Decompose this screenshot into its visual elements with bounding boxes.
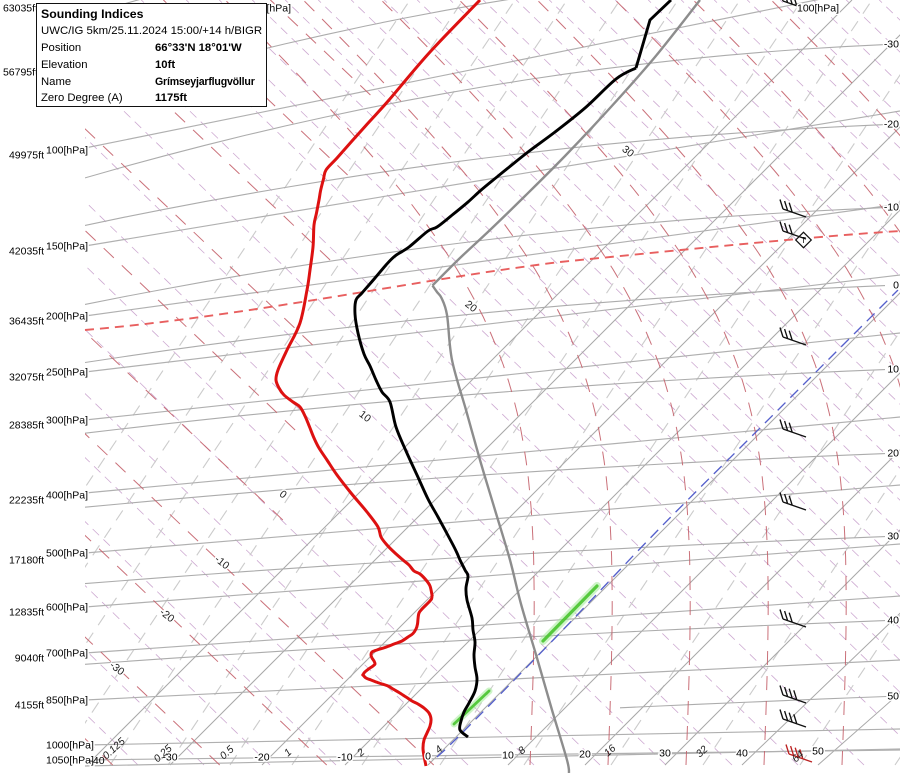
svg-text:20: 20 <box>463 298 480 315</box>
svg-text:1000[hPa]: 1000[hPa] <box>46 740 94 752</box>
svg-text:10: 10 <box>502 750 514 762</box>
svg-text:150[hPa]: 150[hPa] <box>46 241 88 253</box>
svg-text:30: 30 <box>659 748 671 760</box>
svg-text:10: 10 <box>502 750 514 762</box>
svg-text:100[hPa]: 100[hPa] <box>797 3 839 15</box>
svg-text:50: 50 <box>812 746 824 758</box>
svg-text:1: 1 <box>282 747 294 759</box>
svg-text:17180ft: 17180ft <box>9 555 44 567</box>
svg-text:20: 20 <box>887 448 899 460</box>
svg-text:20: 20 <box>579 749 591 761</box>
svg-text:4155ft: 4155ft <box>15 700 44 712</box>
svg-text:300[hPa]: 300[hPa] <box>46 415 88 427</box>
svg-text:40: 40 <box>736 748 748 760</box>
svg-text:36435ft: 36435ft <box>9 316 44 328</box>
svg-text:100[hPa]: 100[hPa] <box>46 145 88 157</box>
svg-text:400[hPa]: 400[hPa] <box>46 490 88 502</box>
svg-text:-10: -10 <box>337 752 352 764</box>
svg-text:-10: -10 <box>884 202 899 214</box>
svg-text:-30: -30 <box>162 752 177 764</box>
svg-text:2: 2 <box>355 747 368 760</box>
svg-text:50: 50 <box>887 691 899 703</box>
svg-text:49975ft: 49975ft <box>9 150 44 162</box>
svg-text:10: 10 <box>887 364 899 376</box>
svg-text:32075ft: 32075ft <box>9 372 44 384</box>
svg-text:-20: -20 <box>254 752 269 764</box>
svg-text:20: 20 <box>579 749 591 761</box>
svg-text:-20: -20 <box>884 119 899 131</box>
svg-text:63035ft: 63035ft <box>3 3 38 15</box>
svg-text:0: 0 <box>425 751 431 763</box>
svg-text:200[hPa]: 200[hPa] <box>46 311 88 323</box>
svg-text:-30: -30 <box>884 39 899 51</box>
svg-text:20: 20 <box>887 448 899 460</box>
svg-text:56795ft: 56795ft <box>3 67 38 79</box>
svg-text:200[hPa]: 200[hPa] <box>46 311 88 323</box>
svg-text:[hPa]: [hPa] <box>267 3 292 15</box>
svg-text:[hPa]: [hPa] <box>267 3 292 15</box>
svg-text:50: 50 <box>887 691 899 703</box>
svg-text:500[hPa]: 500[hPa] <box>46 548 88 560</box>
svg-text:10: 10 <box>357 408 374 425</box>
svg-text:28385ft: 28385ft <box>9 420 44 432</box>
svg-text:10: 10 <box>887 364 899 376</box>
svg-text:-10: -10 <box>337 752 352 764</box>
svg-text:22235ft: 22235ft <box>9 495 44 507</box>
svg-text:30: 30 <box>887 531 899 543</box>
svg-text:-30: -30 <box>884 39 899 51</box>
svg-text:1050[hPa]: 1050[hPa] <box>46 755 94 767</box>
svg-text:40: 40 <box>887 615 899 627</box>
svg-text:-40: -40 <box>89 755 104 767</box>
svg-text:40: 40 <box>887 615 899 627</box>
svg-text:250[hPa]: 250[hPa] <box>46 367 88 379</box>
svg-text:700[hPa]: 700[hPa] <box>46 648 88 660</box>
svg-text:850[hPa]: 850[hPa] <box>46 695 88 707</box>
svg-text:100[hPa]: 100[hPa] <box>46 145 88 157</box>
svg-text:30: 30 <box>887 531 899 543</box>
svg-text:100[hPa]: 100[hPa] <box>797 3 839 15</box>
svg-text:42035ft: 42035ft <box>9 246 44 258</box>
svg-text:8: 8 <box>516 745 528 757</box>
svg-text:600[hPa]: 600[hPa] <box>46 602 88 614</box>
svg-text:300[hPa]: 300[hPa] <box>46 415 88 427</box>
svg-text:-10: -10 <box>212 553 231 572</box>
svg-text:400[hPa]: 400[hPa] <box>46 490 88 502</box>
svg-text:700[hPa]: 700[hPa] <box>46 648 88 660</box>
svg-text:-20: -20 <box>157 606 176 625</box>
svg-text:500[hPa]: 500[hPa] <box>46 548 88 560</box>
svg-text:40: 40 <box>736 748 748 760</box>
svg-text:0: 0 <box>893 280 899 292</box>
svg-text:T: T <box>801 235 806 245</box>
svg-text:150[hPa]: 150[hPa] <box>46 241 88 253</box>
svg-text:9040ft: 9040ft <box>15 653 44 665</box>
svg-text:4: 4 <box>433 744 445 756</box>
svg-text:-10: -10 <box>884 202 899 214</box>
svg-text:850[hPa]: 850[hPa] <box>46 695 88 707</box>
svg-text:0: 0 <box>425 751 431 763</box>
svg-text:250[hPa]: 250[hPa] <box>46 367 88 379</box>
svg-text:600[hPa]: 600[hPa] <box>46 602 88 614</box>
svg-text:30: 30 <box>659 748 671 760</box>
svg-text:0: 0 <box>893 280 899 292</box>
svg-text:1000[hPa]: 1000[hPa] <box>46 740 94 752</box>
svg-text:-30: -30 <box>162 752 177 764</box>
svg-text:-20: -20 <box>254 752 269 764</box>
svg-text:50: 50 <box>812 746 824 758</box>
svg-text:12835ft: 12835ft <box>9 607 44 619</box>
svg-text:-20: -20 <box>884 119 899 131</box>
svg-text:1050[hPa]: 1050[hPa] <box>46 755 94 767</box>
